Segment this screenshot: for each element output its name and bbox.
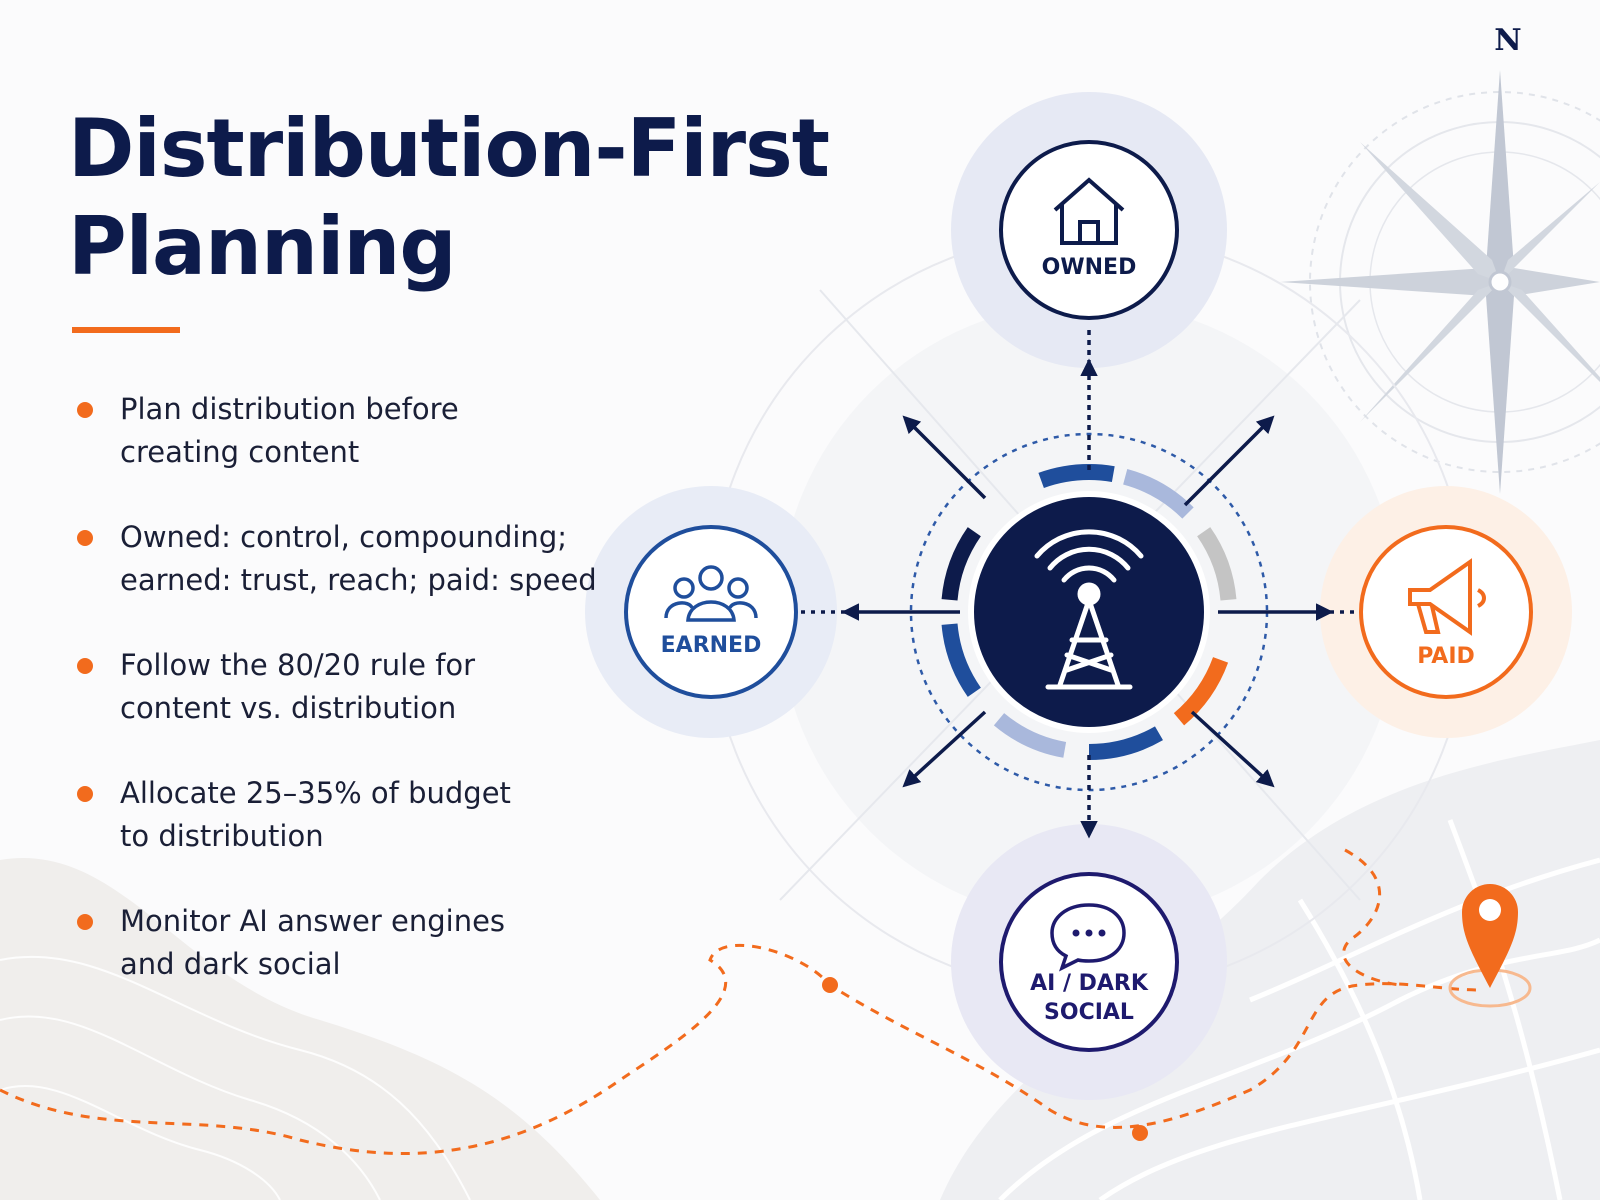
node-circle — [1359, 525, 1533, 699]
node-circle — [624, 525, 798, 699]
title: Distribution-First Planning — [68, 100, 830, 296]
bullet-text: Follow the 80/20 rule for — [120, 648, 476, 682]
pin-hole — [1479, 899, 1501, 921]
bullet: Monitor AI answer engines and dark social — [72, 900, 597, 1028]
tower-icon — [1034, 529, 1144, 690]
title-line: Distribution-First — [68, 102, 830, 195]
bullet-text: to distribution — [120, 819, 324, 853]
route-branch — [1342, 848, 1401, 987]
bullet-text: content vs. distribution — [120, 691, 457, 725]
node-label: SOCIAL — [1044, 1000, 1134, 1025]
bullet: Follow the 80/20 rule for content vs. dis… — [72, 644, 597, 772]
arrows — [798, 330, 1362, 839]
bullet-text: Allocate 25–35% of budget — [120, 776, 511, 810]
node-label: PAID — [1417, 644, 1475, 669]
bullet-list: Plan distribution before creating content… — [72, 388, 597, 1028]
terrain — [0, 858, 600, 1200]
location-pin — [1462, 884, 1518, 988]
node-label: AI / DARK — [1030, 971, 1149, 996]
route — [0, 943, 1481, 1155]
title-line: Planning — [68, 200, 457, 293]
bullet-text: Plan distribution before — [120, 392, 459, 426]
compass-rose — [1280, 70, 1600, 494]
chat-icon — [1050, 903, 1126, 972]
node-label: EARNED — [661, 633, 762, 658]
route-dot — [822, 977, 838, 993]
bullet-text: and dark social — [120, 947, 341, 981]
house-icon — [1053, 177, 1125, 245]
segment-ring — [941, 464, 1237, 760]
contours — [0, 955, 471, 1200]
title-underline — [72, 327, 180, 333]
megaphone-icon — [1408, 558, 1486, 636]
route-dot — [1132, 1125, 1148, 1141]
node-circle — [999, 140, 1179, 320]
bullet-text: Monitor AI answer engines — [120, 904, 506, 938]
hub — [968, 491, 1210, 733]
bullet-text: Owned: control, compounding; — [120, 520, 567, 554]
bullet: Owned: control, compounding; earned: trus… — [72, 516, 597, 644]
bullet: Allocate 25–35% of budget to distribution — [72, 772, 597, 900]
bullet: Plan distribution before creating content — [72, 388, 597, 516]
compass-label: N — [1494, 23, 1521, 58]
people-icon — [664, 565, 758, 622]
node-labels: OWNED EARNED PAID AI / DARK SOCIAL — [661, 255, 1475, 1025]
bullet-text: earned: trust, reach; paid: speed — [120, 563, 597, 597]
bullet-text: creating content — [120, 435, 360, 469]
node-label: OWNED — [1042, 255, 1137, 280]
